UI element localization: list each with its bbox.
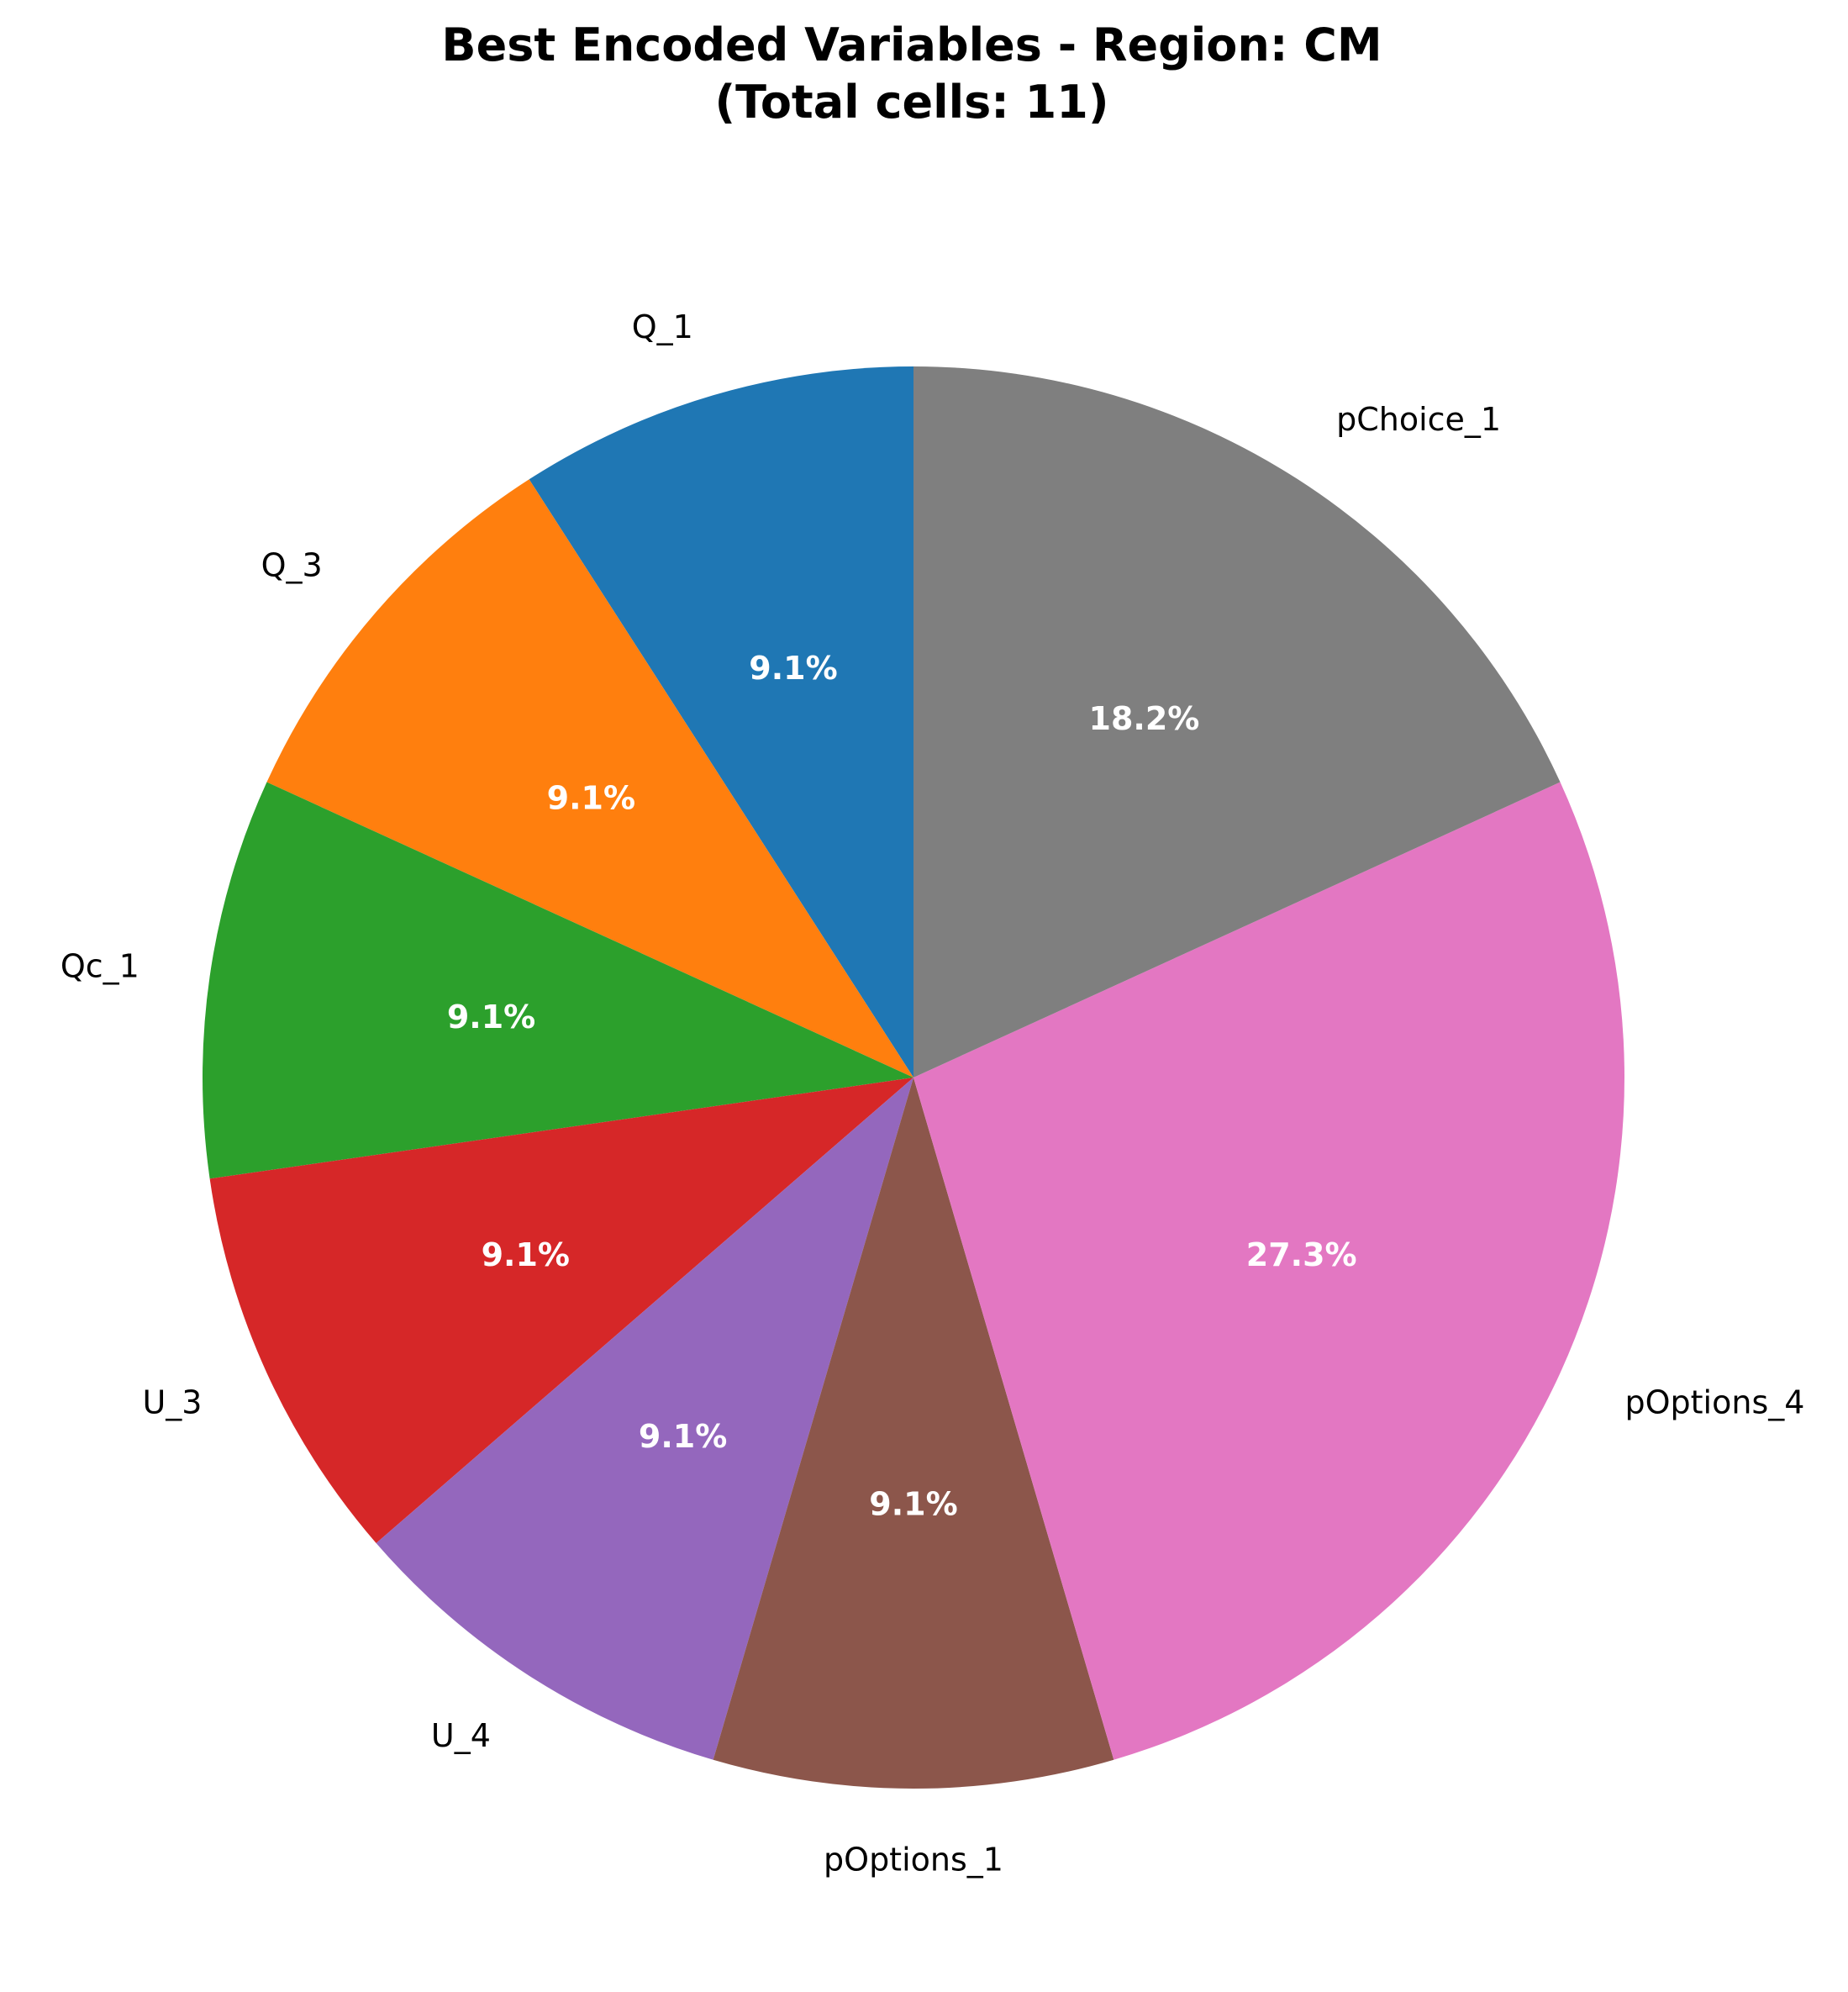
slice-label-q-1: Q_1	[632, 308, 693, 345]
pie-labels: Q_1 9.1% Q_3 9.1% Qc_1 9.1% U_3 9.1% U_4 9.1% pOpt…	[61, 308, 1805, 1879]
slice-label-pchoice-1: pChoice_1	[1336, 401, 1501, 438]
pie-slices	[202, 366, 1625, 1789]
slice-percent-poptions-1: 9.1%	[869, 1486, 957, 1523]
pie-slice-qc-1	[202, 782, 913, 1179]
pie-slice-poptions-1	[713, 1078, 1114, 1789]
slice-percent-qc-1: 9.1%	[447, 999, 535, 1036]
slice-label-poptions-4: pOptions_4	[1625, 1384, 1805, 1421]
pie-slice-q-3	[266, 479, 914, 1078]
slice-percent-u-3: 9.1%	[482, 1236, 570, 1273]
slice-label-qc-1: Qc_1	[61, 948, 140, 985]
slice-label-u-3: U_3	[142, 1384, 202, 1421]
pie-slice-poptions-4	[913, 782, 1625, 1760]
pie-slice-q-1	[529, 366, 913, 1078]
pie-slice-u-4	[376, 1078, 913, 1760]
chart-title: Best Encoded Variables - Region: CM	[441, 18, 1382, 71]
pie-slice-u-3	[209, 1078, 913, 1544]
slice-label-q-3: Q_3	[261, 547, 323, 584]
slice-percent-q-1: 9.1%	[749, 650, 837, 687]
slice-percent-poptions-4: 27.3%	[1246, 1236, 1357, 1273]
slice-percent-q-3: 9.1%	[547, 780, 635, 817]
slice-label-u-4: U_4	[431, 1717, 491, 1754]
slice-percent-pchoice-1: 18.2%	[1089, 700, 1200, 737]
slice-label-poptions-1: pOptions_1	[824, 1842, 1003, 1879]
slice-percent-u-4: 9.1%	[639, 1418, 727, 1455]
chart-subtitle: (Total cells: 11)	[714, 76, 1108, 129]
pie-slice-pchoice-1	[913, 366, 1561, 1078]
